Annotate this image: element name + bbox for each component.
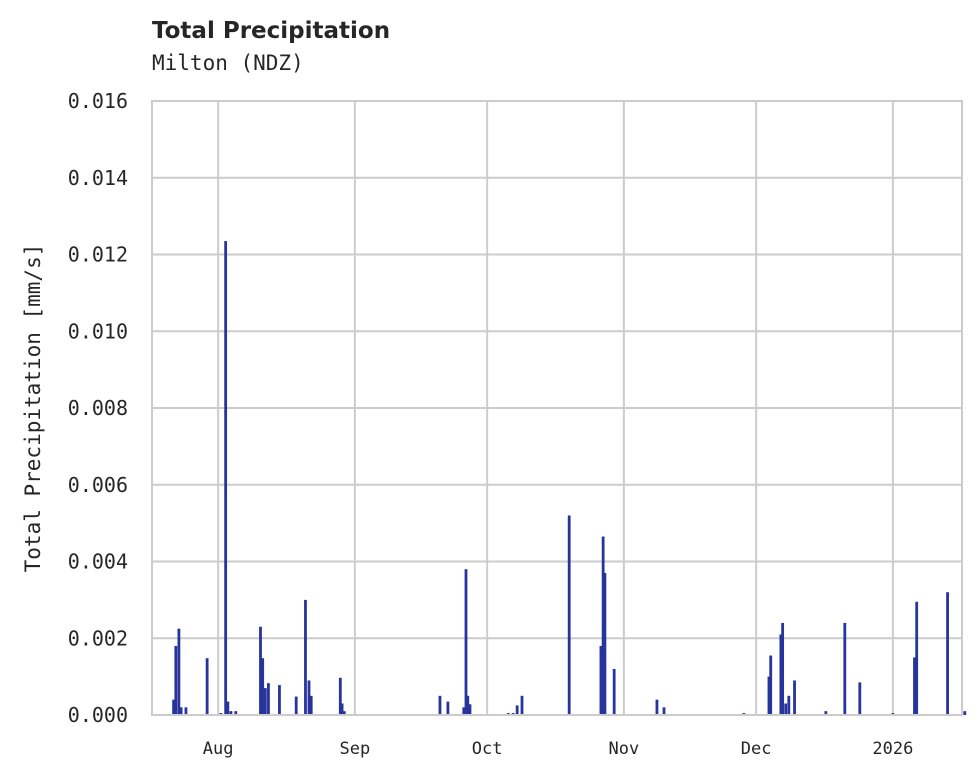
precipitation-bar	[307, 680, 311, 715]
precipitation-bar	[781, 622, 785, 715]
precipitation-bar	[234, 711, 238, 715]
precipitation-bar	[464, 569, 468, 715]
precipitation-bar	[843, 622, 847, 715]
x-tick-label: Dec	[741, 739, 772, 759]
precipitation-bar	[769, 655, 773, 715]
precipitation-bar	[205, 658, 209, 715]
precipitation-bar	[177, 628, 181, 715]
precipitation-bar	[446, 701, 450, 715]
precipitation-bar	[174, 645, 178, 715]
chart-subtitle: Milton (NDZ)	[152, 51, 304, 75]
y-tick-label: 0.004	[68, 550, 128, 574]
precipitation-bar	[767, 676, 771, 715]
precipitation-bar	[304, 599, 307, 715]
precipitation-bar	[261, 658, 265, 715]
y-tick-label: 0.012	[68, 243, 128, 267]
precipitation-bar	[779, 634, 783, 715]
y-tick-label: 0.014	[68, 166, 128, 190]
precipitation-bar	[224, 241, 228, 715]
precipitation-bar	[294, 696, 298, 715]
y-tick-label: 0.016	[68, 89, 128, 113]
precipitation-bar	[226, 701, 230, 715]
x-tick-label: Oct	[472, 739, 503, 759]
y-tick-label: 0.002	[68, 626, 128, 650]
precipitation-bar	[603, 573, 607, 715]
x-axis-ticks: Aug Sep Oct Nov Dec 2026	[203, 739, 914, 759]
precipitation-bar	[601, 536, 605, 715]
x-tick-label: 2026	[872, 739, 913, 759]
precipitation-bar	[858, 682, 862, 715]
precipitation-bar	[309, 695, 313, 715]
precipitation-bar	[259, 626, 262, 715]
grid-lines	[152, 100, 962, 716]
precipitation-bar	[946, 592, 949, 715]
precipitation-bars	[172, 241, 967, 715]
precipitation-bar	[438, 695, 442, 715]
precipitation-bar	[612, 668, 616, 715]
precipitation-bar	[784, 703, 788, 715]
precipitation-bar	[172, 699, 176, 715]
precipitation-bar	[468, 704, 472, 715]
precipitation-bar	[913, 657, 916, 715]
precipitation-bar	[462, 707, 466, 715]
precipitation-bar	[655, 699, 659, 715]
precipitation-bar	[263, 688, 267, 715]
precipitation-bar	[179, 707, 183, 715]
precipitation-bar	[793, 680, 796, 715]
y-tick-label: 0.000	[68, 703, 128, 727]
x-tick-label: Sep	[340, 739, 371, 759]
precipitation-bar	[466, 695, 470, 715]
precipitation-bar	[515, 705, 519, 715]
y-axis-label: Total Precipitation [mm/s]	[21, 244, 45, 573]
precipitation-bar	[599, 645, 603, 715]
precipitation-bar	[520, 695, 524, 715]
precipitation-bar	[915, 601, 919, 715]
x-tick-label: Nov	[609, 739, 640, 759]
y-axis-ticks: 0.000 0.002 0.004 0.006 0.008 0.010 0.012 0.014…	[68, 89, 128, 727]
precipitation-bar	[567, 515, 571, 715]
precipitation-bar	[342, 711, 346, 715]
plot-frame	[151, 100, 963, 716]
y-tick-label: 0.010	[68, 319, 128, 343]
y-tick-label: 0.006	[68, 473, 128, 497]
precipitation-bar	[963, 711, 967, 715]
precipitation-bar	[824, 711, 828, 715]
y-tick-label: 0.008	[68, 396, 128, 420]
precipitation-bar	[184, 707, 188, 715]
precipitation-bar	[278, 685, 281, 715]
precipitation-bar	[662, 707, 666, 715]
precipitation-bar	[340, 703, 344, 715]
chart-title: Total Precipitation	[152, 18, 391, 44]
precipitation-bar	[267, 683, 270, 715]
precipitation-bar	[787, 695, 791, 715]
precipitation-bar	[338, 677, 342, 715]
x-tick-label: Aug	[203, 739, 234, 759]
precipitation-bar	[229, 711, 233, 715]
